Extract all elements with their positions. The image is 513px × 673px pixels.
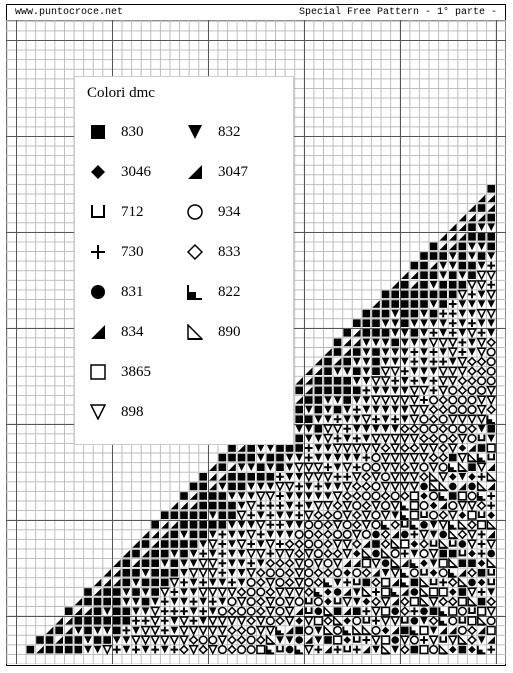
legend-symbol — [87, 321, 109, 343]
legend-symbol — [87, 281, 109, 303]
legend-label: 834 — [121, 324, 144, 341]
legend-label: 833 — [218, 244, 241, 261]
legend-item-822: 822 — [184, 272, 281, 312]
legend-item-890: 890 — [184, 312, 281, 352]
legend-label: 831 — [121, 284, 144, 301]
legend-symbol — [87, 401, 109, 423]
legend-symbol — [184, 161, 206, 183]
legend-label: 3865 — [121, 364, 151, 381]
legend-col-2: 832 3047 934 833 822 890 — [184, 112, 281, 432]
legend-item-832: 832 — [184, 112, 281, 152]
legend-item-730: 730 — [87, 232, 184, 272]
legend-symbol — [87, 121, 109, 143]
legend-label: 934 — [218, 204, 241, 221]
legend-item-898: 898 — [87, 392, 184, 432]
legend-symbol — [184, 201, 206, 223]
legend-label: 830 — [121, 124, 144, 141]
legend-item-3047: 3047 — [184, 152, 281, 192]
legend-label: 832 — [218, 124, 241, 141]
legend-item-3046: 3046 — [87, 152, 184, 192]
legend-symbol — [87, 161, 109, 183]
legend-item-712: 712 — [87, 192, 184, 232]
header: www.puntocroce.net Special Free Pattern … — [7, 5, 505, 21]
legend-col-1: 830 3046 712 730 831 834 3865 898 — [87, 112, 184, 432]
legend-item-830: 830 — [87, 112, 184, 152]
legend-item-834: 834 — [87, 312, 184, 352]
legend-symbol — [87, 361, 109, 383]
legend-label: 890 — [218, 324, 241, 341]
legend-label: 3046 — [121, 164, 151, 181]
legend-item-831: 831 — [87, 272, 184, 312]
legend-box: Colori dmc 830 3046 712 730 831 834 3865 898 83… — [74, 76, 294, 445]
legend-symbol — [184, 321, 206, 343]
legend-item-934: 934 — [184, 192, 281, 232]
legend-symbol — [87, 241, 109, 263]
legend-label: 3047 — [218, 164, 248, 181]
legend-label: 730 — [121, 244, 144, 261]
legend-label: 898 — [121, 404, 144, 421]
legend-label: 712 — [121, 204, 144, 221]
legend-title: Colori dmc — [87, 85, 281, 102]
legend-item-833: 833 — [184, 232, 281, 272]
page-title: Special Free Pattern - 1° parte - — [299, 7, 497, 18]
legend-label: 822 — [218, 284, 241, 301]
site-url: www.puntocroce.net — [15, 7, 123, 18]
legend-item-3865: 3865 — [87, 352, 184, 392]
legend-symbol — [184, 281, 206, 303]
legend-symbol — [87, 201, 109, 223]
legend-symbol — [184, 241, 206, 263]
legend-symbol — [184, 121, 206, 143]
